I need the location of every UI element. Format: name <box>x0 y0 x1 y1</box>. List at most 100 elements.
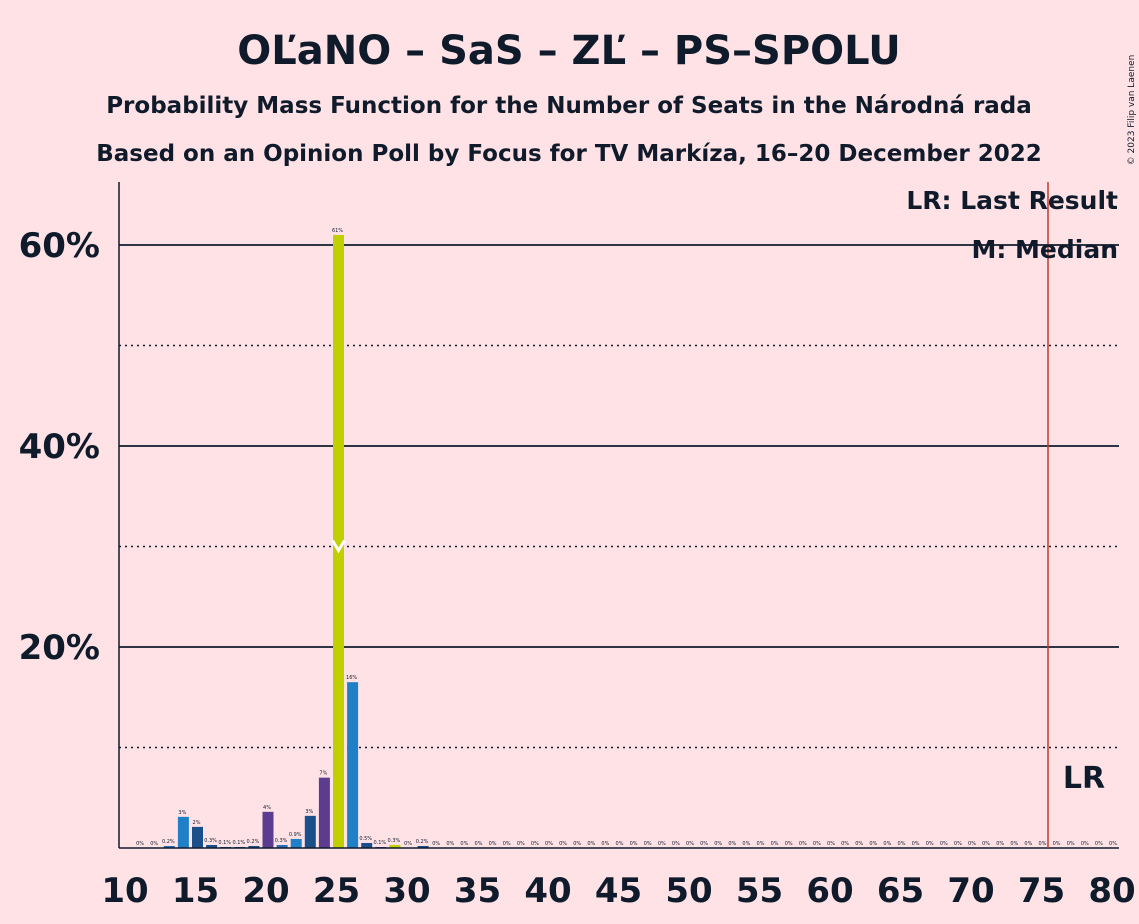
bar-label-seat-39: 0% <box>531 841 539 847</box>
bar-label-seat-42: 0% <box>573 841 581 847</box>
x-tick-label: 30 <box>383 871 430 911</box>
bar-label-seat-34: 0% <box>460 841 468 847</box>
bar-seat-31 <box>417 845 429 848</box>
bar-seat-29 <box>389 844 401 848</box>
bar-label-seat-40: 0% <box>545 841 553 847</box>
y-tick-label: 20% <box>19 628 100 668</box>
bar-label-seat-17: 0.1% <box>218 840 231 846</box>
bar-label-seat-58: 0% <box>799 841 807 847</box>
bar-label-seat-78: 0% <box>1081 841 1089 847</box>
bar-label-seat-15: 2% <box>193 820 201 826</box>
bar-label-seat-27: 0.5% <box>359 836 372 842</box>
bar-label-seat-69: 0% <box>954 841 962 847</box>
bar-label-seat-46: 0% <box>630 841 638 847</box>
x-tick-label: 10 <box>101 871 148 911</box>
y-tick-label: 40% <box>19 427 100 467</box>
data-labels: 0% 0% 0.2%3%2%0.3% 0.1% 0.1% 0.2%4%0.3%0.9%3%… <box>136 228 1117 847</box>
bar-label-seat-57: 0% <box>785 841 793 847</box>
bar-label-seat-31: 0.2% <box>416 839 429 845</box>
bar-label-seat-59: 0% <box>813 841 821 847</box>
chart-title: OĽaNO – SaS – ZĽ – PS–SPOLU <box>237 28 900 74</box>
x-tick-label: 55 <box>736 871 783 911</box>
bar-label-seat-45: 0% <box>616 841 624 847</box>
bar-label-seat-61: 0% <box>841 841 849 847</box>
bar-label-seat-51: 0% <box>700 841 708 847</box>
bar-label-seat-64: 0% <box>883 841 891 847</box>
bar-label-seat-21: 0.3% <box>275 838 288 844</box>
bar-label-seat-12: 0% <box>150 841 158 847</box>
grid-lines <box>119 244 1119 749</box>
x-tick-label: 15 <box>172 871 219 911</box>
median-marker <box>331 539 346 554</box>
legend-last-result: LR: Last Result <box>906 186 1118 215</box>
x-tick-label: 20 <box>242 871 289 911</box>
x-tick-label: 35 <box>454 871 501 911</box>
bar-label-seat-14: 3% <box>178 810 186 816</box>
bar-seat-26 <box>347 682 359 848</box>
bar-label-seat-66: 0% <box>912 841 920 847</box>
bar-label-seat-73: 0% <box>1010 841 1018 847</box>
bar-label-seat-60: 0% <box>827 841 835 847</box>
bar-label-seat-80: 0% <box>1109 841 1117 847</box>
chart-subtitle-2: Based on an Opinion Poll by Focus for TV… <box>96 141 1042 167</box>
bar-seat-23 <box>304 815 316 848</box>
bar-label-seat-44: 0% <box>601 841 609 847</box>
bar-label-seat-49: 0% <box>672 841 680 847</box>
bar-seat-19 <box>248 845 260 848</box>
x-tick-label: 25 <box>313 871 360 911</box>
bar-seat-14 <box>177 816 189 848</box>
x-tick-label: 60 <box>806 871 853 911</box>
bar-label-seat-25: 61% <box>332 228 343 234</box>
bar-label-seat-47: 0% <box>644 841 652 847</box>
bar-label-seat-37: 0% <box>503 841 511 847</box>
bar-label-seat-11: 0% <box>136 841 144 847</box>
x-tick-label: 80 <box>1088 871 1135 911</box>
bar-label-seat-70: 0% <box>968 841 976 847</box>
x-tick-label: 70 <box>947 871 994 911</box>
chart-subtitle-1: Probability Mass Function for the Number… <box>106 93 1032 119</box>
bar-seat-25 <box>333 234 344 848</box>
legend-median: M: Median <box>971 235 1118 264</box>
last-result-label: LR <box>1063 761 1105 796</box>
bar-label-seat-30: 0% <box>404 841 412 847</box>
bar-label-seat-63: 0% <box>869 841 877 847</box>
bar-label-seat-43: 0% <box>587 841 595 847</box>
x-tick-label: 75 <box>1018 871 1065 911</box>
x-tick-label: 65 <box>877 871 924 911</box>
bar-label-seat-67: 0% <box>926 841 934 847</box>
bars <box>163 234 429 848</box>
bar-label-seat-35: 0% <box>475 841 483 847</box>
bar-label-seat-19: 0.2% <box>247 839 260 845</box>
bar-label-seat-79: 0% <box>1095 841 1103 847</box>
bar-seat-16 <box>206 844 218 848</box>
bar-label-seat-68: 0% <box>940 841 948 847</box>
bar-label-seat-28: 0.1% <box>373 840 386 846</box>
bar-seat-21 <box>276 844 288 848</box>
bar-label-seat-65: 0% <box>898 841 906 847</box>
bar-label-seat-52: 0% <box>714 841 722 847</box>
bar-label-seat-74: 0% <box>1024 841 1032 847</box>
bar-seat-20 <box>262 811 274 848</box>
bar-label-seat-13: 0.2% <box>162 839 175 845</box>
bar-label-seat-41: 0% <box>559 841 567 847</box>
bar-seat-15 <box>192 826 203 848</box>
copyright-note: © 2023 Filip van Laenen <box>1127 55 1137 166</box>
x-tick-label: 40 <box>524 871 571 911</box>
bar-label-seat-22: 0.9% <box>289 832 302 838</box>
bar-label-seat-16: 0.3% <box>204 838 217 844</box>
bar-label-seat-55: 0% <box>757 841 765 847</box>
x-tick-label: 45 <box>595 871 642 911</box>
bar-label-seat-53: 0% <box>728 841 736 847</box>
bar-label-seat-77: 0% <box>1067 841 1075 847</box>
axes: 20% 40% 60% 10 15 20 25 30 35 40 45 50 55 60 65 70 75 80 <box>19 182 1136 911</box>
bar-label-seat-32: 0% <box>432 841 440 847</box>
x-tick-label: 50 <box>665 871 712 911</box>
bar-label-seat-75: 0% <box>1039 841 1047 847</box>
bar-seat-24 <box>318 777 330 848</box>
bar-seat-27 <box>361 842 373 848</box>
bar-label-seat-36: 0% <box>489 841 497 847</box>
bar-label-seat-72: 0% <box>996 841 1004 847</box>
bar-label-seat-26: 16% <box>346 675 357 681</box>
